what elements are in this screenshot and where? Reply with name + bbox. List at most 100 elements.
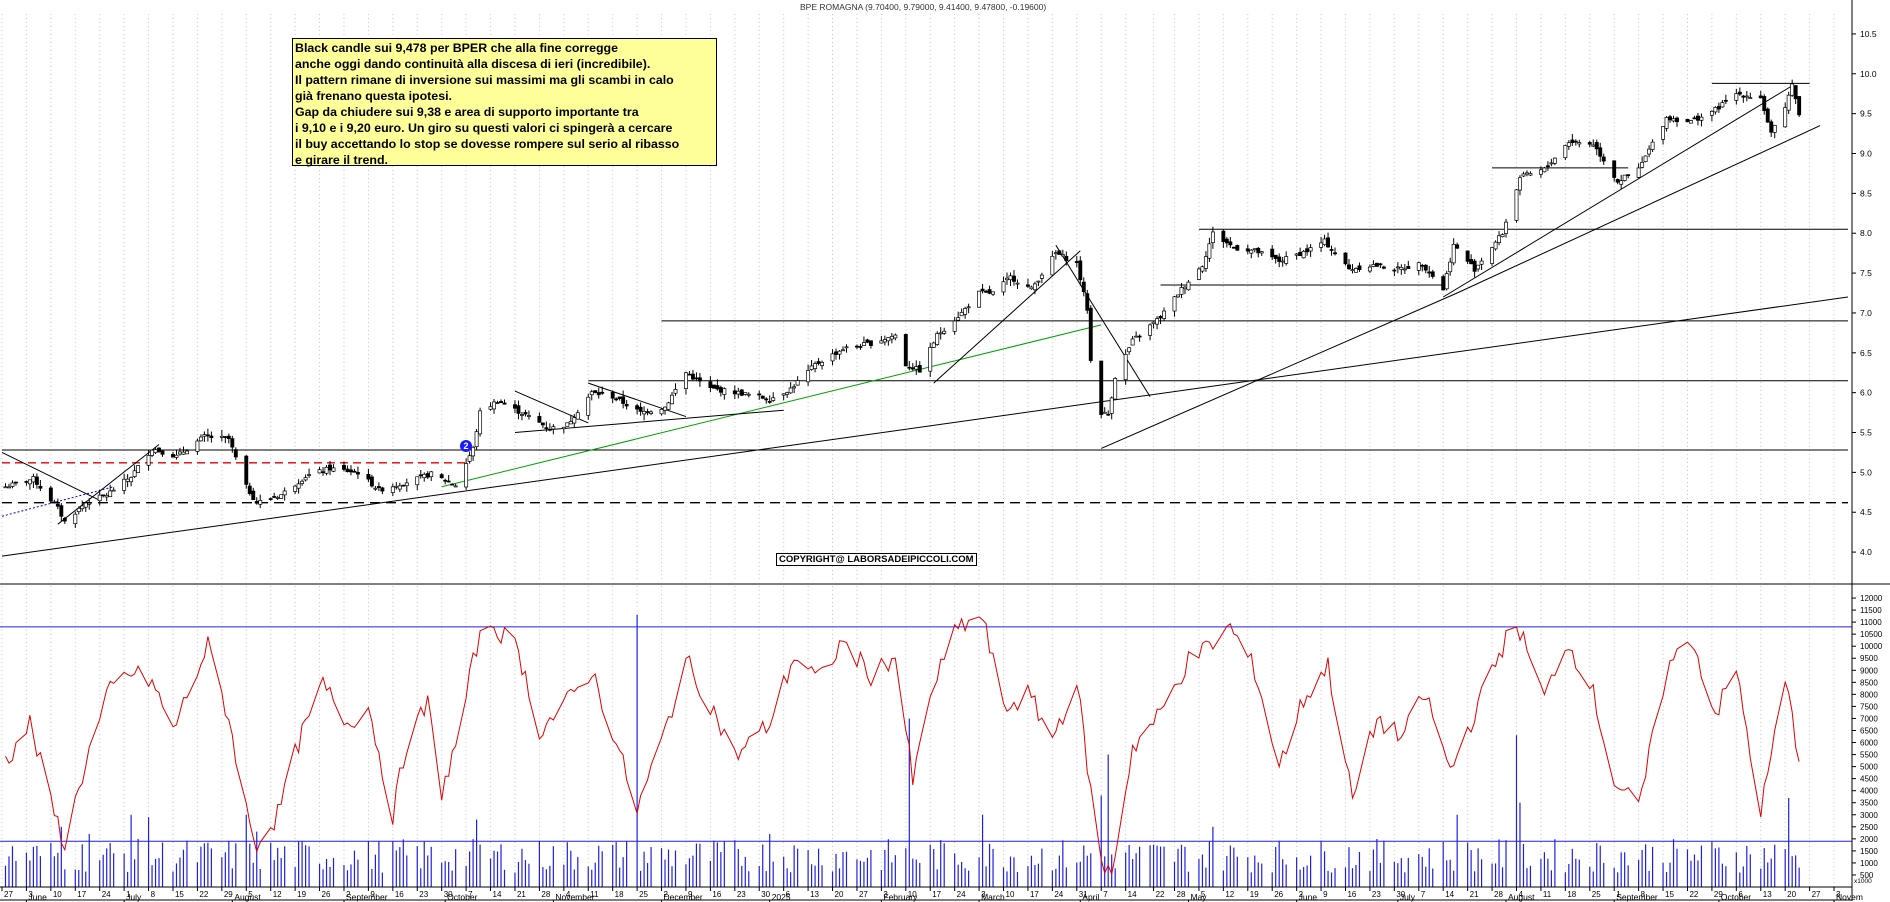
candle-body (1538, 169, 1543, 175)
candle-body (1737, 91, 1742, 95)
candle-body (300, 480, 305, 484)
candle-body (111, 489, 116, 492)
candle-body (1469, 259, 1474, 265)
candle-body (540, 422, 545, 426)
candle-body (1085, 293, 1090, 311)
candle-body (1176, 294, 1180, 298)
candle-body (1472, 260, 1477, 272)
candle-body (1448, 261, 1453, 273)
candle-body (516, 405, 521, 414)
candle-body (380, 487, 385, 492)
candle-body (219, 435, 224, 438)
volume-tick-label: 6500 (1860, 726, 1878, 735)
candle-body (520, 414, 524, 416)
candle-body (317, 469, 322, 474)
trend-line (1101, 292, 1458, 449)
event-marker: 2 (460, 440, 472, 452)
volume-tick-label: 12000 (1860, 594, 1883, 603)
candle-body (1643, 155, 1648, 162)
day-label: 23 (419, 890, 428, 899)
candle-body (868, 340, 873, 346)
candle-body (1552, 157, 1557, 164)
day-label: 16 (1347, 890, 1356, 899)
candle-body (1123, 353, 1128, 381)
candle-body (1354, 268, 1358, 273)
trend-line (1442, 85, 1793, 298)
day-label: 16 (712, 890, 721, 899)
candlesticks (3, 79, 1802, 528)
day-label: 24 (102, 890, 111, 899)
day-label: 11 (1543, 890, 1552, 899)
candle-body (1465, 250, 1470, 262)
candle-body (1772, 124, 1777, 133)
candle-body (596, 392, 601, 396)
indicator-polyline (5, 616, 1800, 876)
volume-bars (0, 614, 1852, 887)
day-label: 19 (297, 890, 306, 899)
day-label: 1 (1616, 890, 1621, 899)
month-label: Novem (1836, 892, 1863, 902)
candle-body (1758, 95, 1763, 99)
candle-body (1689, 120, 1693, 124)
candle-body (572, 417, 577, 424)
day-label: 7 (1421, 890, 1426, 899)
candle-body (1497, 235, 1501, 243)
candle-body (1333, 252, 1337, 255)
volume-tick-label: 4000 (1860, 787, 1878, 796)
candle-body (809, 365, 814, 370)
candle-body (279, 494, 284, 499)
candle-body (293, 485, 298, 492)
candle-body (178, 451, 182, 455)
candle-body (568, 421, 573, 425)
candle-body (1109, 397, 1114, 414)
trend-line (441, 324, 1102, 488)
price-tick-label: 10.5 (1860, 29, 1877, 39)
candle-body (331, 467, 336, 472)
candle-body (125, 478, 130, 482)
volume-tick-label: 500 (1860, 871, 1874, 880)
annotation-line: i 9,10 e i 9,20 euro. Un giro su questi … (295, 121, 673, 135)
candle-body (282, 490, 287, 496)
candle-body (1416, 262, 1421, 271)
candle-body (83, 502, 88, 508)
candle-body (321, 471, 325, 474)
volume-tick-label: 7000 (1860, 714, 1878, 723)
candle-body (303, 477, 308, 481)
candle-body (80, 505, 85, 510)
candle-body (233, 449, 238, 458)
candle-body (474, 431, 479, 448)
candle-body (296, 483, 301, 489)
day-label: 12 (273, 890, 282, 899)
candle-body (369, 476, 374, 487)
day-label: 14 (493, 890, 502, 899)
candle-body (1647, 148, 1652, 155)
candle-body (1381, 266, 1386, 269)
candle-body (1343, 252, 1348, 265)
candle-body (1430, 271, 1435, 277)
candle-body (1367, 266, 1372, 272)
candle-body (1587, 142, 1592, 145)
candle-body (610, 392, 615, 399)
candle-body (1723, 99, 1728, 102)
candle-body (1039, 274, 1044, 279)
candle-body (659, 409, 664, 415)
candle-body (1451, 243, 1456, 264)
candle-body (837, 350, 842, 355)
candle-body (1661, 126, 1666, 140)
candle-body (453, 485, 458, 488)
candle-body (1032, 283, 1037, 291)
candle-body (73, 513, 78, 524)
candle-body (1378, 263, 1383, 266)
candle-body (1615, 179, 1620, 183)
day-label: 30 (1396, 890, 1405, 899)
candle-body (760, 395, 765, 399)
candle-body (1012, 275, 1016, 282)
day-label: 10 (53, 890, 62, 899)
candle-body (1207, 243, 1212, 259)
day-label: 6 (1738, 890, 1743, 899)
candle-body (736, 390, 741, 395)
candle-body (1392, 269, 1397, 272)
candle-body (1675, 117, 1679, 123)
candle-body (551, 426, 556, 430)
candle-body (980, 288, 985, 292)
